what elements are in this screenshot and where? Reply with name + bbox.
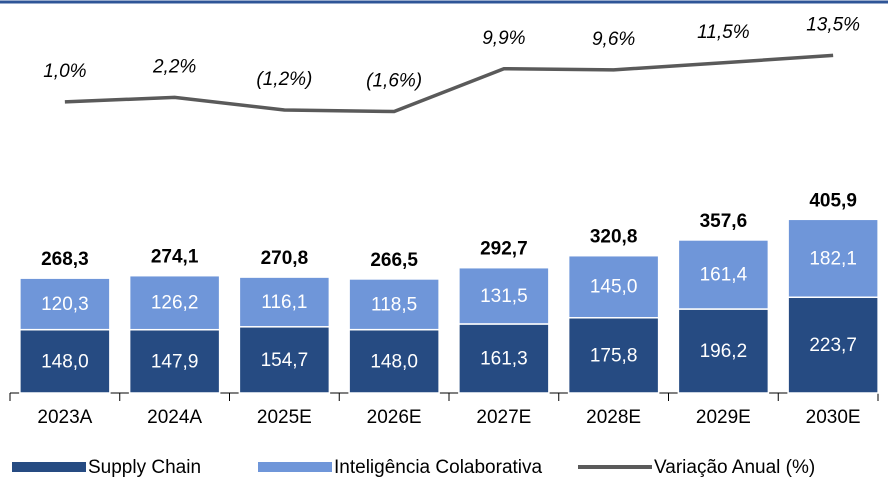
segment-label: 175,8 — [590, 345, 638, 366]
total-label: 320,8 — [590, 227, 638, 248]
bar-segment — [19, 277, 111, 331]
bar-segment — [19, 328, 111, 394]
segment-label: 126,2 — [151, 293, 199, 314]
bar-segment — [128, 274, 221, 331]
line — [64, 53, 834, 114]
bar-segment — [567, 317, 660, 394]
bar-segment — [567, 254, 660, 319]
legend-label: Supply Chain — [88, 457, 201, 478]
segment-label: 223,7 — [809, 335, 857, 356]
bar-segment — [677, 308, 770, 394]
segment-label: 182,1 — [809, 248, 857, 269]
total-label: 357,6 — [700, 211, 748, 232]
x-tick-label: 2024A — [147, 407, 202, 428]
x-tick-label: 2026E — [367, 407, 422, 428]
x-tick-label: 2025E — [257, 407, 312, 428]
line-label: (1,2%) — [256, 69, 312, 90]
x-tick-label: 2029E — [696, 407, 751, 428]
total-label: 405,9 — [809, 190, 857, 211]
line-label: 9,9% — [482, 28, 525, 49]
x-tick-label: 2030E — [806, 407, 861, 428]
legend-label: Variação Anual (%) — [654, 457, 815, 478]
bar-segment — [458, 323, 550, 394]
legend-label: Inteligência Colaborativa — [334, 457, 543, 478]
line-label: 13,5% — [806, 14, 860, 35]
x-tick-label: 2028E — [586, 407, 641, 428]
segment-label: 116,1 — [261, 292, 307, 313]
bar-segment — [787, 218, 879, 299]
segment-label: 148,0 — [370, 351, 418, 372]
bar-segment — [348, 278, 440, 331]
segment-label: 161,3 — [480, 348, 528, 369]
segment-label: 118,5 — [371, 294, 417, 315]
total-label: 292,7 — [480, 239, 528, 260]
segment-label: 154,7 — [261, 350, 309, 371]
segment-label: 147,9 — [151, 351, 199, 372]
line-label: (1,6%) — [366, 71, 422, 92]
legend-swatch — [12, 462, 86, 472]
line-label: 9,6% — [592, 29, 635, 50]
bar-segment — [238, 326, 331, 394]
segment-label: 161,4 — [700, 265, 748, 286]
bar-segment — [787, 296, 879, 394]
total-label: 266,5 — [370, 250, 418, 271]
total-label: 270,8 — [261, 248, 309, 269]
bar-segment — [128, 328, 221, 394]
segment-label: 145,0 — [590, 277, 638, 298]
x-tick-label: 2027E — [476, 407, 531, 428]
bar-segment — [238, 276, 331, 328]
segment-label: 131,5 — [480, 286, 528, 307]
line-label: 11,5% — [697, 22, 750, 43]
line-label: 1,0% — [43, 61, 86, 82]
line-label: 2,2% — [152, 56, 196, 77]
legend-swatch — [258, 462, 332, 472]
segment-label: 196,2 — [700, 341, 748, 362]
total-label: 274,1 — [151, 247, 199, 268]
segment-label: 148,0 — [41, 351, 89, 372]
segment-label: 120,3 — [41, 294, 89, 315]
bar-segment — [677, 239, 770, 310]
bar-segment — [458, 266, 550, 325]
total-label: 268,3 — [41, 249, 89, 270]
x-tick-label: 2023A — [37, 407, 92, 428]
